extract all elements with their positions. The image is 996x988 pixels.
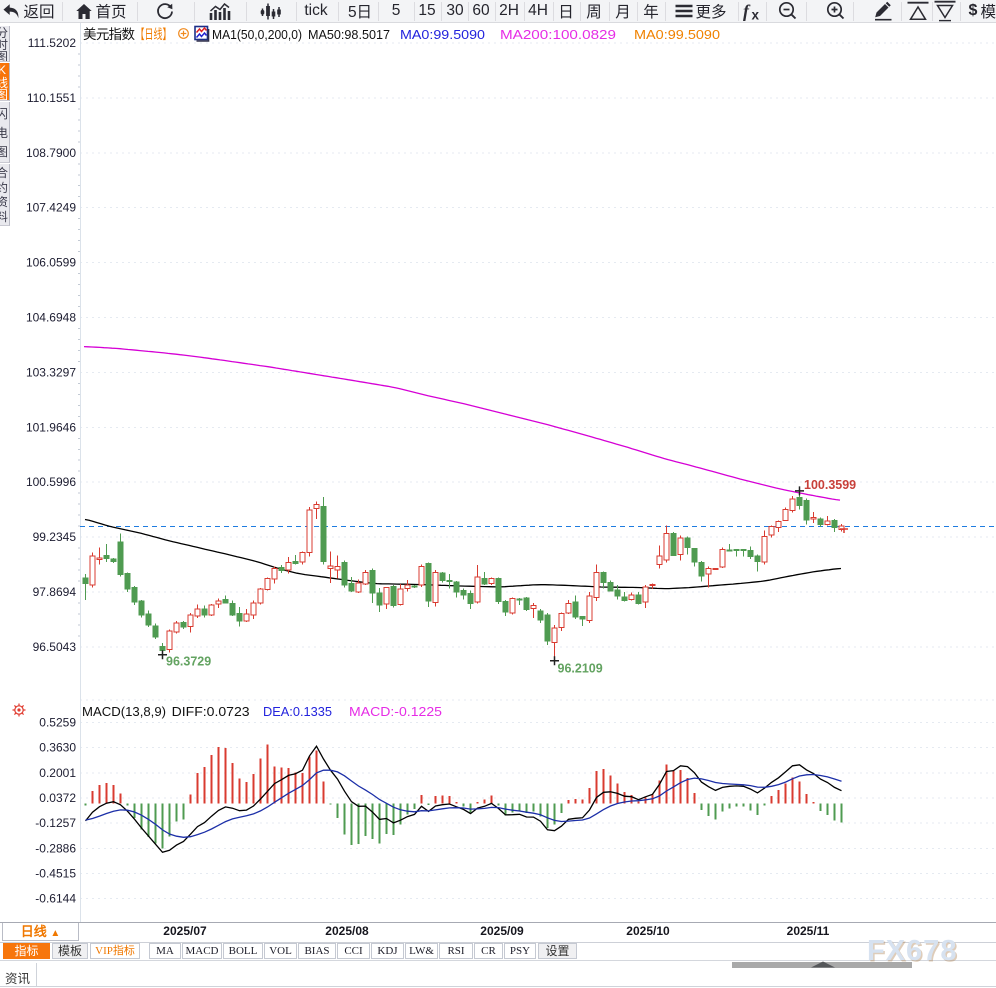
svg-text:96.2109: 96.2109 — [558, 662, 603, 676]
svg-text:x: x — [752, 7, 760, 21]
svg-text:0.2001: 0.2001 — [39, 766, 76, 780]
svg-text:美元指数: 美元指数 — [83, 27, 136, 42]
svg-text:111.5202: 111.5202 — [28, 36, 77, 50]
svg-text:MACD(13,8,9): MACD(13,8,9) — [82, 704, 166, 719]
svg-text:MA0:99.5090: MA0:99.5090 — [400, 27, 485, 42]
svg-text:DIFF:0.0723: DIFF:0.0723 — [172, 704, 250, 719]
svg-text:100.3599: 100.3599 — [804, 478, 856, 492]
svg-text:103.3297: 103.3297 — [26, 365, 76, 379]
svg-text:107.4249: 107.4249 — [26, 201, 76, 215]
svg-text:100.5996: 100.5996 — [26, 475, 76, 489]
svg-text:0.5259: 0.5259 — [39, 716, 76, 730]
svg-text:106.0599: 106.0599 — [26, 256, 76, 270]
svg-text:101.9646: 101.9646 — [26, 420, 76, 434]
svg-text:110.1551: 110.1551 — [27, 91, 76, 105]
svg-text:MA50:98.5017: MA50:98.5017 — [308, 27, 390, 42]
svg-text:f: f — [743, 2, 751, 21]
svg-text:108.7900: 108.7900 — [26, 146, 76, 160]
svg-text:0.0372: 0.0372 — [39, 791, 76, 805]
svg-text:96.5043: 96.5043 — [33, 640, 77, 654]
svg-text:MA200:100.0829: MA200:100.0829 — [500, 27, 616, 42]
svg-text:-0.6144: -0.6144 — [35, 892, 76, 906]
svg-text:99.2345: 99.2345 — [33, 530, 77, 544]
svg-text:MA1(50,0,200,0): MA1(50,0,200,0) — [212, 27, 302, 42]
svg-text:-0.1257: -0.1257 — [35, 816, 76, 830]
svg-text:104.6948: 104.6948 — [26, 311, 76, 325]
svg-text:97.8694: 97.8694 — [33, 585, 77, 599]
svg-text:-0.2886: -0.2886 — [35, 841, 76, 855]
svg-text:0.3630: 0.3630 — [39, 741, 76, 755]
svg-text:DEA:0.1335: DEA:0.1335 — [263, 704, 332, 719]
svg-text:MACD:-0.1225: MACD:-0.1225 — [349, 704, 442, 719]
svg-text:96.3729: 96.3729 — [166, 655, 211, 669]
svg-text:MA0:99.5090: MA0:99.5090 — [634, 27, 720, 42]
svg-text:-0.4515: -0.4515 — [35, 866, 76, 880]
svg-text:【日线】: 【日线】 — [136, 27, 172, 42]
